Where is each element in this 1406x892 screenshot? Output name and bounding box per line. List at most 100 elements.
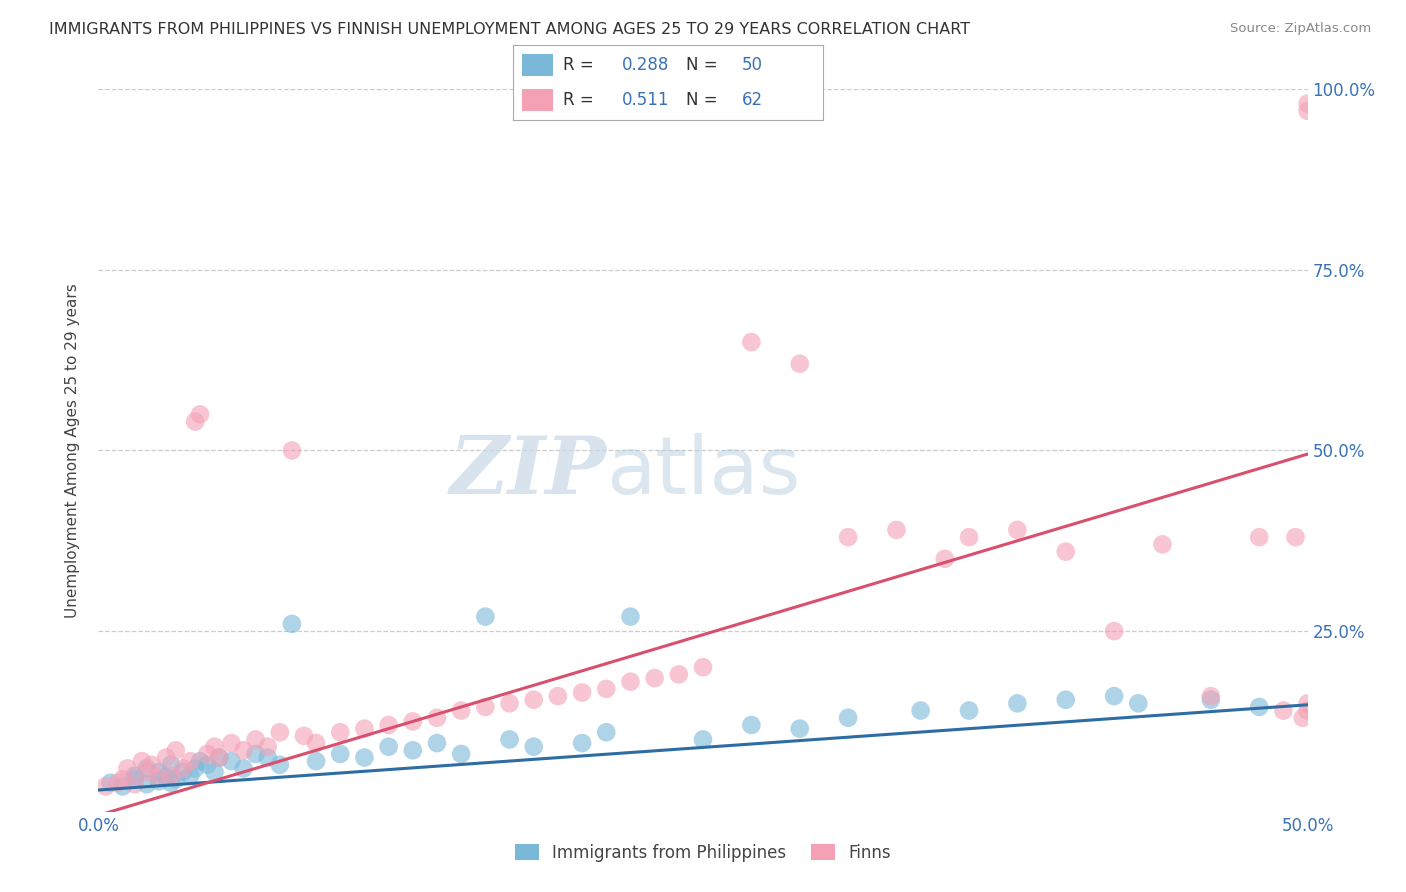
Point bbox=[117, 761, 139, 775]
Point bbox=[547, 689, 569, 703]
Point bbox=[668, 667, 690, 681]
Point bbox=[498, 732, 520, 747]
Point bbox=[281, 616, 304, 631]
Point bbox=[789, 722, 811, 736]
Y-axis label: Unemployment Among Ages 25 to 29 years: Unemployment Among Ages 25 to 29 years bbox=[65, 283, 80, 618]
Point bbox=[148, 764, 170, 779]
Point bbox=[160, 776, 183, 790]
Point bbox=[135, 764, 157, 779]
Point bbox=[1128, 696, 1150, 710]
Point bbox=[1199, 692, 1222, 706]
Point bbox=[329, 747, 352, 761]
Point bbox=[245, 747, 267, 761]
Point bbox=[644, 671, 666, 685]
Text: N =: N = bbox=[686, 56, 723, 74]
Point bbox=[1296, 696, 1319, 710]
Text: 0.288: 0.288 bbox=[621, 56, 669, 74]
Text: atlas: atlas bbox=[606, 434, 800, 511]
Point bbox=[188, 407, 211, 421]
Point bbox=[232, 761, 254, 775]
Point bbox=[141, 757, 163, 772]
Point bbox=[1284, 530, 1306, 544]
Point bbox=[124, 772, 146, 787]
Point bbox=[135, 761, 157, 775]
Point bbox=[474, 609, 496, 624]
Point bbox=[208, 750, 231, 764]
Point bbox=[124, 769, 146, 783]
Point bbox=[1296, 103, 1319, 118]
Text: IMMIGRANTS FROM PHILIPPINES VS FINNISH UNEMPLOYMENT AMONG AGES 25 TO 29 YEARS CO: IMMIGRANTS FROM PHILIPPINES VS FINNISH U… bbox=[49, 22, 970, 37]
Point bbox=[910, 704, 932, 718]
Point bbox=[281, 443, 304, 458]
Point bbox=[1292, 711, 1315, 725]
Text: R =: R = bbox=[562, 91, 605, 109]
Point bbox=[740, 334, 762, 349]
Legend: Immigrants from Philippines, Finns: Immigrants from Philippines, Finns bbox=[509, 837, 897, 869]
Point bbox=[256, 739, 278, 754]
Text: 50: 50 bbox=[742, 56, 763, 74]
Point bbox=[1249, 530, 1271, 544]
Point bbox=[172, 761, 194, 775]
Point bbox=[957, 530, 980, 544]
Point bbox=[837, 530, 859, 544]
Point bbox=[1152, 537, 1174, 551]
Point bbox=[135, 777, 157, 791]
Text: N =: N = bbox=[686, 91, 723, 109]
Point bbox=[595, 681, 617, 696]
Point bbox=[426, 736, 449, 750]
Point bbox=[269, 725, 291, 739]
Point bbox=[232, 743, 254, 757]
Point bbox=[837, 711, 859, 725]
Point bbox=[377, 718, 399, 732]
Point bbox=[1007, 696, 1029, 710]
Point bbox=[1199, 689, 1222, 703]
Point bbox=[184, 415, 207, 429]
Point bbox=[571, 736, 593, 750]
Point bbox=[100, 776, 122, 790]
Point bbox=[957, 704, 980, 718]
Point bbox=[165, 772, 187, 787]
Point bbox=[107, 776, 129, 790]
Point bbox=[292, 729, 315, 743]
Point bbox=[188, 754, 211, 768]
Point bbox=[1249, 700, 1271, 714]
Point bbox=[353, 750, 375, 764]
Point bbox=[426, 711, 449, 725]
Point bbox=[148, 770, 170, 784]
Point bbox=[619, 609, 641, 624]
Point bbox=[1054, 544, 1077, 558]
Point bbox=[1054, 692, 1077, 706]
Point bbox=[1296, 96, 1319, 111]
Point bbox=[474, 700, 496, 714]
Point bbox=[155, 750, 177, 764]
Point bbox=[402, 714, 425, 729]
Point bbox=[208, 750, 231, 764]
Text: 62: 62 bbox=[742, 91, 763, 109]
Point bbox=[523, 692, 546, 706]
Point bbox=[377, 739, 399, 754]
Point bbox=[1272, 704, 1295, 718]
Point bbox=[329, 725, 352, 739]
Point bbox=[160, 757, 183, 772]
Point bbox=[204, 764, 226, 779]
Point bbox=[195, 747, 218, 761]
Point bbox=[204, 739, 226, 754]
Point bbox=[184, 761, 207, 775]
Point bbox=[305, 736, 328, 750]
Text: ZIP: ZIP bbox=[450, 434, 606, 511]
Text: 0.511: 0.511 bbox=[621, 91, 669, 109]
Bar bbox=[523, 54, 554, 77]
Point bbox=[1296, 704, 1319, 718]
Point bbox=[1007, 523, 1029, 537]
Point bbox=[269, 757, 291, 772]
Point bbox=[789, 357, 811, 371]
Point bbox=[160, 769, 183, 783]
Point bbox=[498, 696, 520, 710]
Point bbox=[111, 780, 134, 794]
Point bbox=[179, 754, 201, 768]
Text: R =: R = bbox=[562, 56, 599, 74]
Point bbox=[131, 754, 153, 768]
Point bbox=[450, 747, 472, 761]
Point bbox=[245, 732, 267, 747]
Point bbox=[195, 757, 218, 772]
